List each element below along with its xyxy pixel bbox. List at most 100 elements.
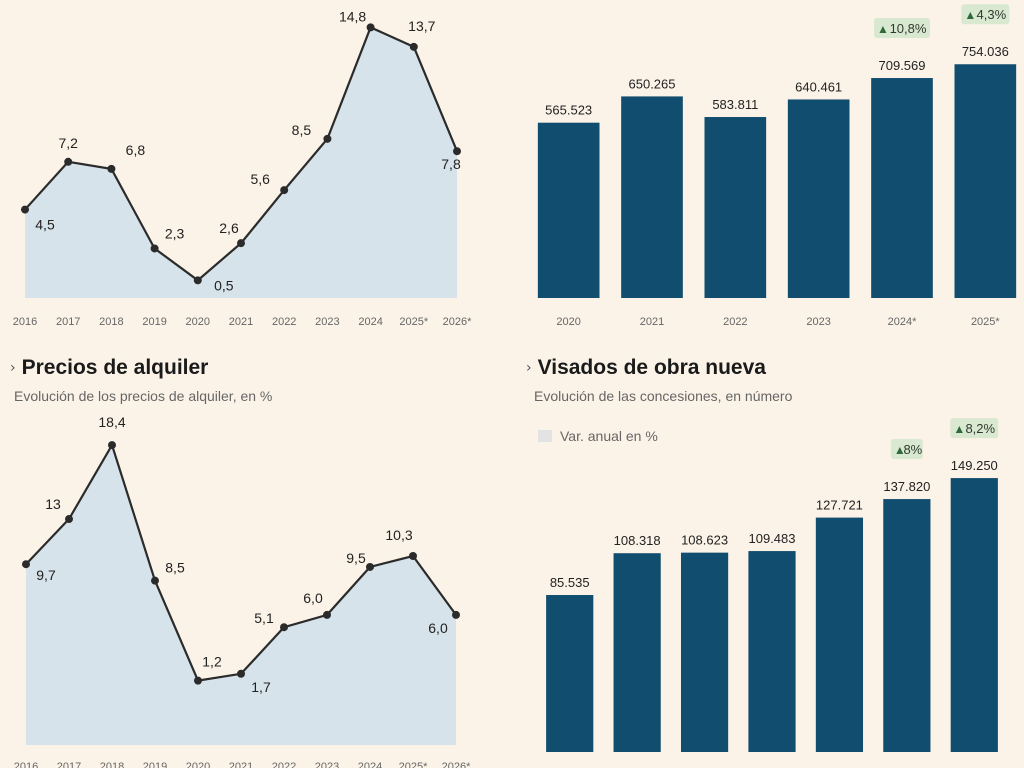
bar [613,553,661,752]
data-label: 7,2 [58,135,78,151]
bar-chart-1: 565.523 2020 650.265 2021 583.811 2022 640.461… [537,4,1017,328]
x-tick-label: 2023 [315,761,339,768]
chart-variacion-precios: 4,5 7,2 6,8 2,3 0,5 2,6 5,6 8,5 14,8 13,7 7,8 2016 2… [0,0,512,340]
x-tick-label: 2024* [888,316,917,328]
bar [537,122,600,298]
data-point [64,157,73,166]
data-label: 9,7 [36,567,56,583]
variation-badge [890,439,923,460]
data-point [280,623,288,632]
x-tick-label: 2025* [399,316,428,328]
x-tick-label: 2019 [142,316,166,328]
data-point [194,676,202,685]
data-label: 10,3 [385,527,412,543]
data-label: 8,5 [165,560,185,576]
chart-title: Precios de alquiler [21,356,209,379]
x-tick-label: 2021 [229,761,253,768]
data-label: 7,8 [441,156,461,172]
bar [950,478,998,752]
data-point [323,610,331,619]
data-label: 13,7 [408,18,435,34]
data-label: 14,8 [339,8,366,24]
x-tick-label: 2026* [443,316,472,328]
x-tick-label: 2022 [723,316,747,328]
x-tick-label: 2019 [143,761,167,768]
up-arrow-icon: ▲ [964,8,976,22]
data-point [21,205,29,214]
bar [883,499,931,752]
bar [546,595,594,752]
data-label: 1,2 [202,654,222,670]
title-row: › Precios de alquiler [10,356,208,380]
data-point [237,669,245,678]
data-point [323,134,332,143]
x-tick-label: 2024 [358,761,382,768]
x-tick-label: 2018 [99,316,123,328]
title-marker-icon: › [10,360,16,376]
data-point [452,610,460,619]
chart-subtitle: Evolución de las concesiones, en número [534,388,793,404]
data-label: 1,7 [251,679,271,695]
data-label: 8,5 [292,122,312,138]
data-label: 85.535 [550,575,590,590]
data-point [22,560,30,569]
x-tick-label: 2026* [442,761,471,768]
area-fill [26,445,456,745]
data-label: 2,6 [219,220,239,236]
data-label: 650.265 [629,76,676,91]
data-point [150,244,159,253]
bar [954,64,1017,298]
up-arrow-icon: ▲ [894,443,906,457]
data-label: 6,8 [126,142,146,158]
x-tick-label: 2017 [57,761,81,768]
data-label: 18,4 [98,414,125,430]
bar [704,117,767,299]
bar-chart-2: 85.5352019108.3182020108.6232021109.4832… [546,418,999,752]
x-tick-label: 2020 [186,761,210,768]
bar [871,78,933,299]
data-label: 108.623 [681,533,728,548]
data-point [366,562,374,571]
bar [748,551,796,752]
x-tick-label: 2022 [272,316,296,328]
up-arrow-icon: ▲ [953,422,965,436]
chart-compraventas: 565.523 2020 650.265 2021 583.811 2022 640.461… [512,0,1024,340]
chart-title: Visados de obra nueva [537,356,766,379]
x-tick-label: 2022 [272,761,296,768]
data-label: 5,1 [254,610,274,626]
x-tick-label: 2023 [806,316,830,328]
x-tick-label: 2025* [399,761,428,768]
x-tick-label: 2018 [100,761,124,768]
data-label: 6,0 [428,620,448,636]
title-marker-icon: › [526,360,532,376]
data-point [366,23,375,32]
data-label: 6,0 [303,590,323,606]
title-row: › Visados de obra nueva [526,356,766,380]
x-tick-label: 2016 [13,316,37,328]
data-label: 149.250 [951,458,998,473]
data-label: 2,3 [165,225,185,241]
data-label: 4,5 [35,217,55,233]
data-point [151,576,159,585]
data-point [280,186,289,195]
data-label: 0,5 [214,277,234,293]
bar [787,99,850,298]
bar [621,96,683,298]
legend: Var. anual en % [538,428,658,444]
variation-badge [874,18,930,39]
x-tick-label: 2025* [971,316,1000,328]
up-arrow-icon: ▲ [877,22,889,36]
x-tick-label: 2023 [315,316,339,328]
bar [680,552,729,752]
data-point [65,515,73,524]
data-label: 565.523 [545,103,592,118]
data-label: 754.036 [962,44,1009,59]
variation-badge [950,418,999,439]
x-tick-label: 2020 [556,316,580,328]
x-tick-label: 2021 [640,316,664,328]
data-label: 640.461 [795,79,842,94]
data-point [193,276,202,285]
data-point [409,42,418,51]
chart-subtitle: Evolución de los precios de alquiler, en… [14,388,273,404]
data-label: 13 [45,496,61,512]
